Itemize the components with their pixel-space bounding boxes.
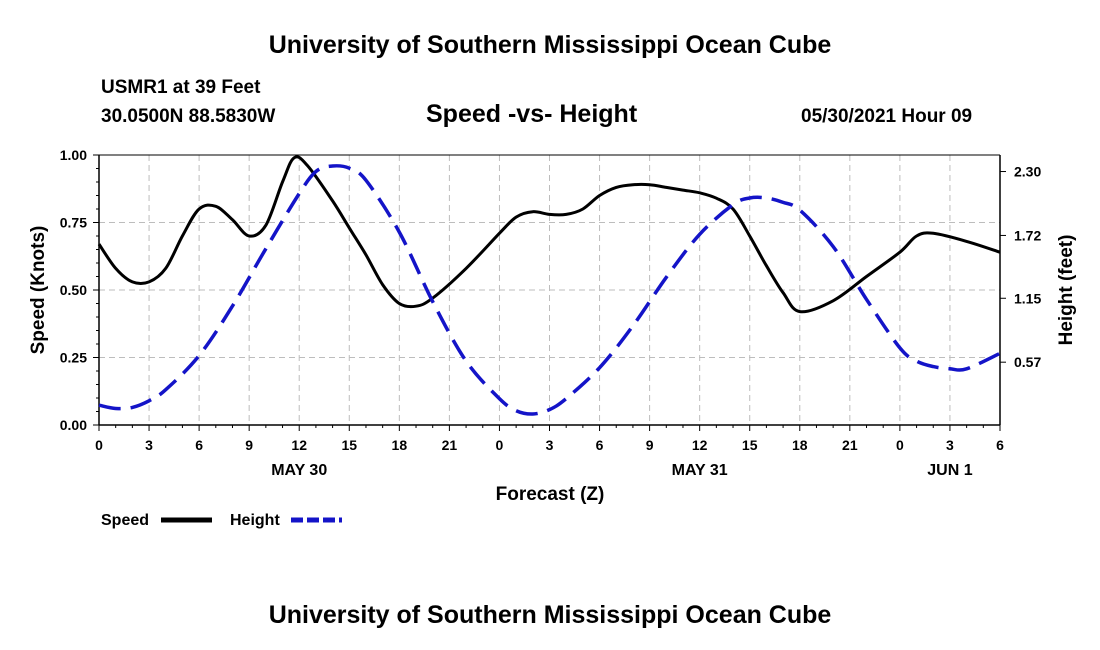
- x-tick-label: 9: [245, 437, 253, 453]
- x-tick-label: 18: [392, 437, 408, 453]
- y-tick-label: 0.00: [60, 417, 87, 433]
- speed-series-line: [97, 155, 1001, 314]
- y-tick-label: 0.75: [60, 215, 87, 231]
- height-series-line: [98, 164, 1001, 416]
- x-tick-label: 3: [946, 437, 954, 453]
- x-tick-label: 6: [195, 437, 203, 453]
- chart-grid: [99, 155, 1000, 425]
- x-date-label: MAY 31: [672, 462, 728, 479]
- x-axis-title: Forecast (Z): [496, 484, 605, 505]
- location-label: 30.0500N 88.5830W: [101, 106, 276, 127]
- chart-legend: Speed Height: [101, 512, 342, 529]
- bottom-title: University of Southern Mississippi Ocean…: [268, 601, 832, 629]
- x-tick-label: 18: [792, 437, 808, 453]
- x-tick-label: 0: [496, 437, 504, 453]
- x-tick-label: 0: [95, 437, 103, 453]
- x-tick-label: 21: [442, 437, 458, 453]
- x-tick-label: 21: [842, 437, 858, 453]
- station-label: USMR1 at 39 Feet: [101, 77, 261, 98]
- legend-label-speed: Speed: [101, 512, 149, 529]
- y-tick-label: 1.00: [60, 147, 87, 163]
- chart-ticks: 0 3 6 9 12 15 18 21 0 3 6 9 12 15 18 21 0 3 6 MAY 30 MAY 31 J…: [60, 147, 1042, 479]
- y2-axis-title: Height (feet): [1056, 235, 1077, 346]
- run-time-label: 05/30/2021 Hour 09: [801, 106, 973, 127]
- y-tick-label: 0.25: [60, 350, 87, 366]
- legend-label-height: Height: [230, 512, 280, 529]
- x-date-label: MAY 30: [271, 462, 327, 479]
- x-tick-label: 3: [546, 437, 554, 453]
- x-tick-label: 15: [341, 437, 357, 453]
- x-tick-label: 12: [291, 437, 307, 453]
- x-tick-label: 6: [996, 437, 1004, 453]
- x-tick-label: 6: [596, 437, 604, 453]
- chart-title: Speed -vs- Height: [426, 100, 638, 128]
- x-tick-label: 15: [742, 437, 758, 453]
- y2-tick-label: 1.72: [1014, 227, 1041, 243]
- x-date-label: JUN 1: [927, 462, 972, 479]
- x-tick-label: 3: [145, 437, 153, 453]
- x-tick-label: 9: [646, 437, 654, 453]
- chart-series: [97, 155, 1001, 416]
- x-tick-label: 12: [692, 437, 708, 453]
- y2-tick-label: 0.57: [1014, 354, 1041, 370]
- x-tick-label: 0: [896, 437, 904, 453]
- y-axis-title: Speed (Knots): [28, 226, 49, 355]
- y-tick-label: 0.50: [60, 282, 87, 298]
- y2-tick-label: 1.15: [1014, 290, 1041, 306]
- top-title: University of Southern Mississippi Ocean…: [268, 31, 832, 59]
- y2-tick-label: 2.30: [1014, 164, 1041, 180]
